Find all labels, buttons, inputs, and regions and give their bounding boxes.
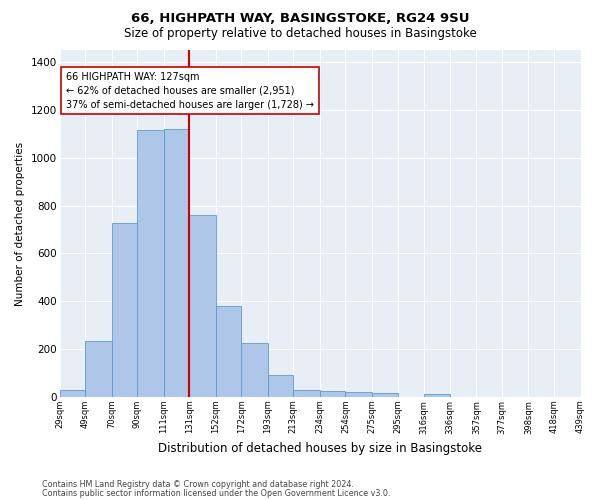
Y-axis label: Number of detached properties: Number of detached properties — [15, 142, 25, 306]
Bar — [293, 390, 320, 397]
Bar — [59, 390, 85, 397]
Bar — [137, 130, 164, 397]
X-axis label: Distribution of detached houses by size in Basingstoke: Distribution of detached houses by size … — [158, 442, 482, 455]
Text: Size of property relative to detached houses in Basingstoke: Size of property relative to detached ho… — [124, 28, 476, 40]
Bar — [424, 394, 449, 397]
Bar — [268, 376, 293, 397]
Bar — [320, 391, 346, 397]
Bar — [346, 392, 372, 397]
Bar — [164, 129, 189, 397]
Text: 66 HIGHPATH WAY: 127sqm
← 62% of detached houses are smaller (2,951)
37% of semi: 66 HIGHPATH WAY: 127sqm ← 62% of detache… — [66, 72, 314, 110]
Bar — [112, 224, 137, 397]
Text: Contains HM Land Registry data © Crown copyright and database right 2024.: Contains HM Land Registry data © Crown c… — [42, 480, 354, 489]
Text: 66, HIGHPATH WAY, BASINGSTOKE, RG24 9SU: 66, HIGHPATH WAY, BASINGSTOKE, RG24 9SU — [131, 12, 469, 26]
Bar — [216, 306, 241, 397]
Text: Contains public sector information licensed under the Open Government Licence v3: Contains public sector information licen… — [42, 489, 391, 498]
Bar — [372, 394, 398, 397]
Bar — [241, 343, 268, 397]
Bar — [85, 340, 112, 397]
Bar — [189, 215, 216, 397]
